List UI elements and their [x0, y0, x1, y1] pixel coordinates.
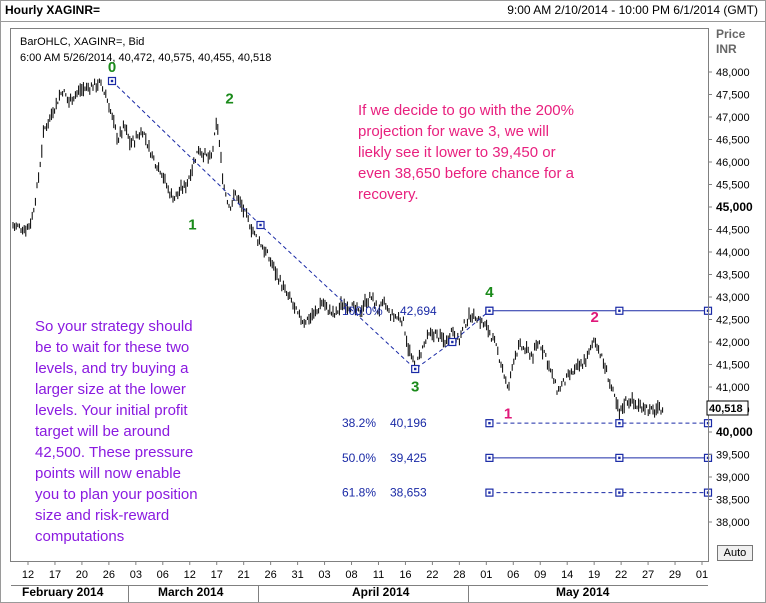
fib-handle-dot	[488, 421, 491, 425]
x-tick-label: 03	[318, 569, 330, 581]
y-tick-label: 46,500	[716, 135, 750, 147]
x-tick-label: 14	[561, 569, 573, 581]
projection-handle-dot	[451, 340, 454, 344]
y-tick-label: 43,000	[716, 292, 750, 304]
x-tick-label: 20	[76, 569, 88, 581]
y-tick-label: 47,500	[716, 90, 750, 102]
x-tick-label: 06	[507, 569, 519, 581]
annotation-projection: If we decide to go with the 200% project…	[358, 102, 574, 203]
x-tick-label: 22	[615, 569, 627, 581]
y-tick-label: 39,500	[716, 450, 750, 462]
date-range: 9:00 AM 2/10/2014 - 10:00 PM 6/1/2014 (G…	[507, 3, 758, 17]
current-price-tag: 40,518	[706, 400, 749, 416]
y-tick-label: 45,000	[716, 200, 753, 214]
legend-series: BarOHLC, XAGINR=, Bid	[20, 36, 145, 48]
fib-percent-label: 100.0%	[342, 304, 383, 318]
x-tick-label: 03	[130, 569, 142, 581]
fib-percent-label: 61.8%	[342, 486, 376, 500]
y-tick-label: 41,500	[716, 360, 750, 372]
fib-handle-dot	[488, 491, 491, 494]
fib-percent-label: 50.0%	[342, 451, 376, 465]
y-tick-label: 38,500	[716, 495, 750, 507]
month-label: May 2014	[556, 585, 610, 599]
wave-label: 2	[590, 309, 598, 326]
x-tick-label: 29	[669, 569, 681, 581]
x-tick-label: 28	[453, 569, 465, 581]
fib-value-label: 42,694	[400, 304, 437, 318]
x-axis: 12 17 20 26 03 06 12 17 21 26 31 03 08 11 16 22 28 01 06 09…	[11, 561, 708, 602]
x-tick-label: 26	[103, 569, 115, 581]
fib-handle-dot	[618, 456, 621, 460]
month-label: March 2014	[158, 585, 224, 599]
wave-label: 3	[411, 379, 419, 396]
x-tick-label: 12	[184, 569, 196, 581]
x-tick-label: 09	[534, 569, 546, 581]
fib-value-label: 38,653	[390, 486, 427, 500]
plot-area	[10, 28, 709, 562]
y-tick-label: 44,500	[716, 225, 750, 237]
projection-handle-dot	[259, 223, 262, 227]
y-tick-label: 40,000	[716, 425, 753, 439]
y-tick-label: 43,500	[716, 270, 750, 282]
x-tick-label: 26	[265, 569, 277, 581]
fib-handle-dot	[618, 491, 621, 494]
x-tick-label: 19	[588, 569, 600, 581]
fib-handle-dot	[488, 309, 491, 312]
x-tick-label: 12	[22, 569, 34, 581]
wave-label: 4	[485, 284, 494, 301]
y-axis: 38,00038,50039,00039,50040,00040,50041,0…	[708, 29, 753, 561]
x-tick-label: 17	[211, 569, 223, 581]
wave-label: 2	[225, 91, 233, 108]
x-tick-label: 08	[345, 569, 357, 581]
fib-handle-dot	[618, 309, 621, 312]
y-tick-label: 44,000	[716, 247, 750, 259]
month-label: February 2014	[22, 585, 104, 599]
wave-label: 0	[108, 59, 116, 76]
x-tick-label: 11	[373, 569, 384, 581]
x-tick-label: 21	[238, 569, 250, 581]
y-axis-label-price: Price	[716, 27, 746, 41]
y-tick-label: 46,000	[716, 157, 750, 169]
projection-handle-dot	[110, 79, 114, 83]
y-tick-label: 42,500	[716, 315, 750, 327]
current-price-box	[706, 400, 749, 416]
projection-handle-dot	[413, 367, 417, 371]
x-tick-label: 27	[642, 569, 654, 581]
y-axis-label-currency: INR	[716, 42, 737, 56]
y-tick-label: 38,000	[716, 517, 750, 529]
x-tick-label: 01	[696, 569, 708, 581]
wave-label: 1	[504, 406, 512, 423]
fib-handle-dot	[618, 421, 621, 425]
x-tick-label: 31	[291, 569, 303, 581]
fib-handle-dot	[488, 456, 491, 460]
month-label: April 2014	[352, 585, 410, 599]
x-tick-label: 01	[480, 569, 492, 581]
chart-title: Hourly XAGINR=	[5, 3, 101, 17]
fib-value-label: 39,425	[390, 451, 427, 465]
current-price-label: 40,518	[709, 403, 743, 415]
y-tick-label: 39,000	[716, 472, 750, 484]
x-tick-label: 16	[399, 569, 411, 581]
x-tick-label: 22	[426, 569, 438, 581]
y-tick-label: 42,000	[716, 337, 750, 349]
y-tick-label: 48,000	[716, 67, 750, 79]
wave-labels: 0 1 2 3 4 1 2	[108, 59, 599, 423]
y-tick-label: 41,000	[716, 382, 750, 394]
wave-label: 1	[188, 217, 196, 234]
legend-ohlc-values: 6:00 AM 5/26/2014, 40,472, 40,575, 40,45…	[20, 52, 272, 64]
y-tick-label: 45,500	[716, 180, 750, 192]
auto-scale-button[interactable]: Auto	[717, 545, 753, 561]
x-tick-label: 17	[49, 569, 61, 581]
fib-percent-label: 38.2%	[342, 416, 376, 430]
annotation-strategy: So your strategy should be to wait for t…	[35, 318, 198, 545]
y-tick-label: 47,000	[716, 112, 750, 124]
x-tick-label: 06	[157, 569, 169, 581]
fib-value-label: 40,196	[390, 416, 427, 430]
